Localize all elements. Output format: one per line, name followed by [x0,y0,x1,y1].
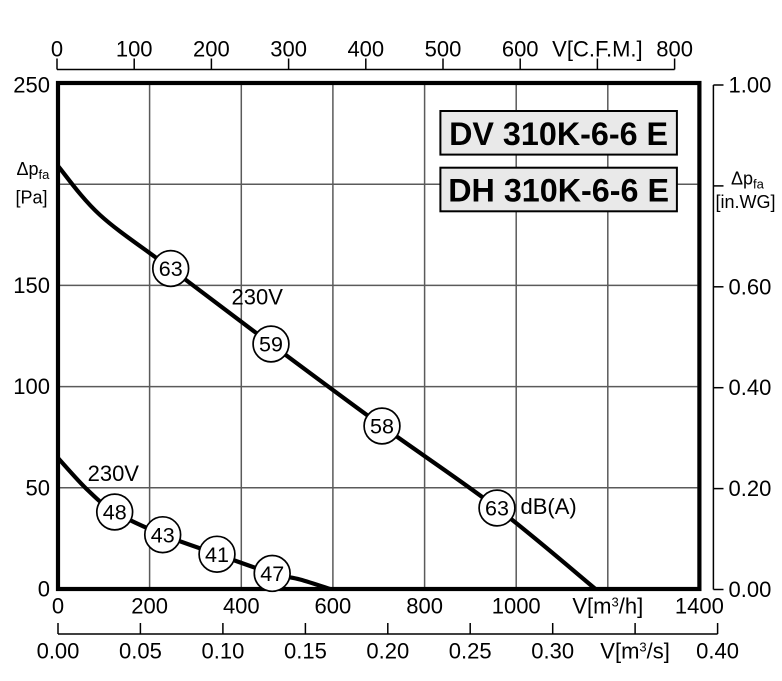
svg-text:0.05: 0.05 [119,639,162,664]
svg-text:230V: 230V [88,461,140,486]
svg-text:0.40: 0.40 [696,639,739,664]
svg-text:63: 63 [485,497,509,521]
svg-text:150: 150 [13,273,50,298]
svg-text:400: 400 [223,594,260,619]
svg-text:0.40: 0.40 [729,375,772,400]
svg-text:230V: 230V [232,285,284,310]
svg-text:300: 300 [270,37,307,62]
svg-text:41: 41 [205,543,229,567]
svg-text:0: 0 [52,594,64,619]
svg-text:0: 0 [51,37,63,62]
svg-text:63: 63 [159,257,183,281]
svg-text:250: 250 [13,72,50,97]
svg-text:58: 58 [370,415,394,439]
svg-text:50: 50 [26,475,50,500]
svg-text:0.30: 0.30 [531,639,574,664]
svg-text:0.20: 0.20 [366,639,409,664]
svg-text:800: 800 [656,37,693,62]
svg-text:V[m3/s]: V[m3/s] [600,639,670,664]
svg-text:0.25: 0.25 [449,639,492,664]
svg-text:600: 600 [315,594,352,619]
svg-text:0.00: 0.00 [37,639,80,664]
svg-text:1400: 1400 [675,594,724,619]
svg-text:1000: 1000 [492,594,541,619]
svg-text:[Pa]: [Pa] [16,188,48,208]
svg-text:47: 47 [260,562,284,586]
svg-text:0.20: 0.20 [729,476,772,501]
svg-text:100: 100 [116,37,153,62]
svg-text:600: 600 [502,37,539,62]
svg-text:1.00: 1.00 [729,73,772,98]
svg-text:100: 100 [13,374,50,399]
svg-text:43: 43 [151,523,175,547]
svg-text:V[m3/h]: V[m3/h] [572,594,643,619]
svg-text:0: 0 [38,577,50,602]
svg-text:0.60: 0.60 [729,274,772,299]
svg-text:dB(A): dB(A) [521,494,577,519]
svg-text:200: 200 [193,37,230,62]
svg-text:48: 48 [103,501,127,525]
svg-text:0.15: 0.15 [284,639,327,664]
svg-text:200: 200 [131,594,168,619]
svg-text:0.10: 0.10 [201,639,244,664]
svg-text:[in.WG]: [in.WG] [716,192,776,212]
svg-text:59: 59 [259,333,283,357]
svg-text:400: 400 [347,37,384,62]
svg-text:V[C.F.M.]: V[C.F.M.] [552,37,642,62]
svg-text:0.00: 0.00 [729,577,772,602]
svg-text:DH 310K-6-6 E: DH 310K-6-6 E [448,173,669,209]
svg-text:800: 800 [406,594,443,619]
svg-text:DV 310K-6-6 E: DV 310K-6-6 E [449,116,668,152]
svg-text:500: 500 [425,37,462,62]
